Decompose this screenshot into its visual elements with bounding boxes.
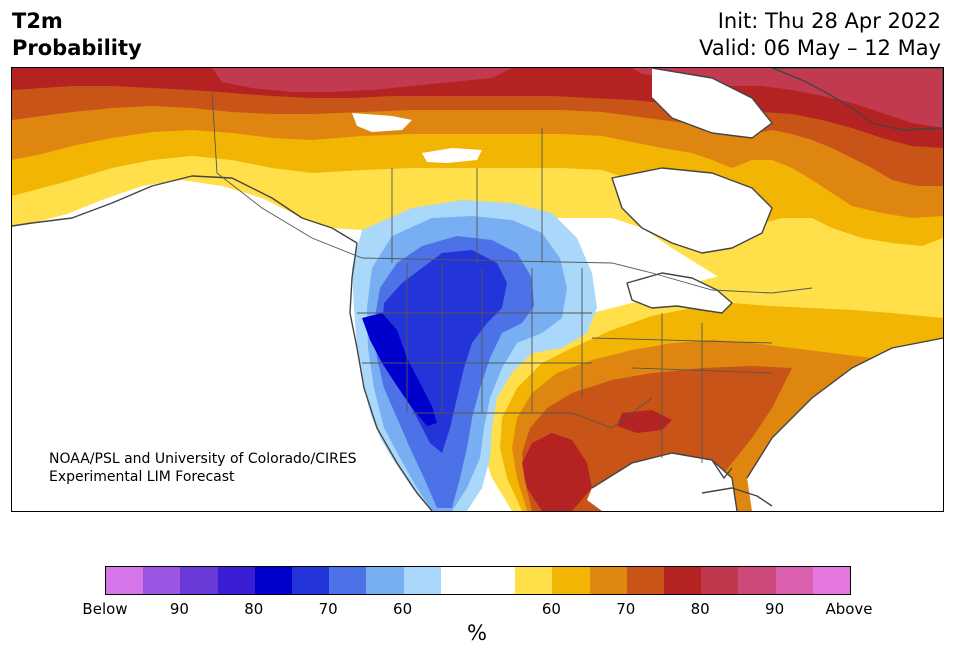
colorbar-segment-8 [403, 567, 441, 594]
region-above-90-north [212, 68, 943, 128]
hudson-bay-gap [612, 168, 772, 253]
credit-text: NOAA/PSL and University of Colorado/CIRE… [49, 450, 357, 486]
probability-map [11, 67, 944, 512]
colorbar-tick-5: 60 [541, 600, 561, 618]
colorbar-segment-2 [180, 567, 218, 594]
colorbar-tick-1: 90 [169, 600, 189, 618]
colorbar-segment-0 [106, 567, 144, 594]
great-lakes-gap [627, 273, 732, 313]
colorbar-segment-7 [366, 567, 404, 594]
title-line-1: T2m [12, 9, 63, 33]
colorbar-tick-4: 60 [393, 600, 413, 618]
valid-dates: Valid: 06 May – 12 May [699, 36, 941, 60]
greenland-outline [771, 68, 943, 131]
pacific-gap [12, 223, 422, 511]
colorbar-segment-9 [440, 567, 479, 594]
colorbar-segment-4 [254, 567, 293, 594]
colorbar-tick-6: 70 [616, 600, 636, 618]
colorbar-segment-13 [589, 567, 627, 594]
map-title: T2m Probability [12, 8, 142, 62]
title-line-2: Probability [12, 36, 142, 60]
credit-line-2: Experimental LIM Forecast [49, 469, 235, 485]
colorbar-segment-14 [626, 567, 665, 594]
political-borders [211, 92, 813, 463]
gulf-gap [587, 453, 737, 511]
colorbar-segment-6 [329, 567, 367, 594]
colorbar-tick-7: 80 [690, 600, 710, 618]
forecast-dates: Init: Thu 28 Apr 2022 Valid: 06 May – 12… [699, 8, 941, 62]
colorbar-segment-12 [552, 567, 590, 594]
colorbar-segment-3 [217, 567, 255, 594]
colorbar-segment-11 [515, 567, 553, 594]
init-date: Init: Thu 28 Apr 2022 [717, 9, 941, 33]
colorbar-segment-17 [738, 567, 776, 594]
colorbar-tick-8: 90 [765, 600, 785, 618]
colorbar-segment-16 [701, 567, 739, 594]
credit-line-1: NOAA/PSL and University of Colorado/CIRE… [49, 451, 357, 467]
colorbar-tick-2: 80 [244, 600, 264, 618]
colorbar-tick-3: 70 [318, 600, 338, 618]
colorbar-tick-0: Below [82, 600, 128, 618]
region-above-70-east [522, 366, 792, 511]
colorbar-segment-19 [812, 567, 851, 594]
coastlines [12, 68, 943, 511]
colorbar-segment-18 [775, 567, 813, 594]
arctic-ocean-gap [352, 68, 772, 163]
atlantic-gap [747, 338, 943, 511]
colorbar-tick-9: Above [825, 600, 873, 618]
colorbar-unit-label: % [467, 621, 487, 645]
colorbar [105, 566, 851, 595]
region-above-80-east [522, 410, 672, 511]
map-svg [12, 68, 943, 511]
region-below-75 [362, 313, 437, 426]
colorbar-segment-1 [143, 567, 181, 594]
colorbar-segment-5 [292, 567, 330, 594]
colorbar-segment-10 [478, 567, 516, 594]
colorbar-segment-15 [664, 567, 702, 594]
